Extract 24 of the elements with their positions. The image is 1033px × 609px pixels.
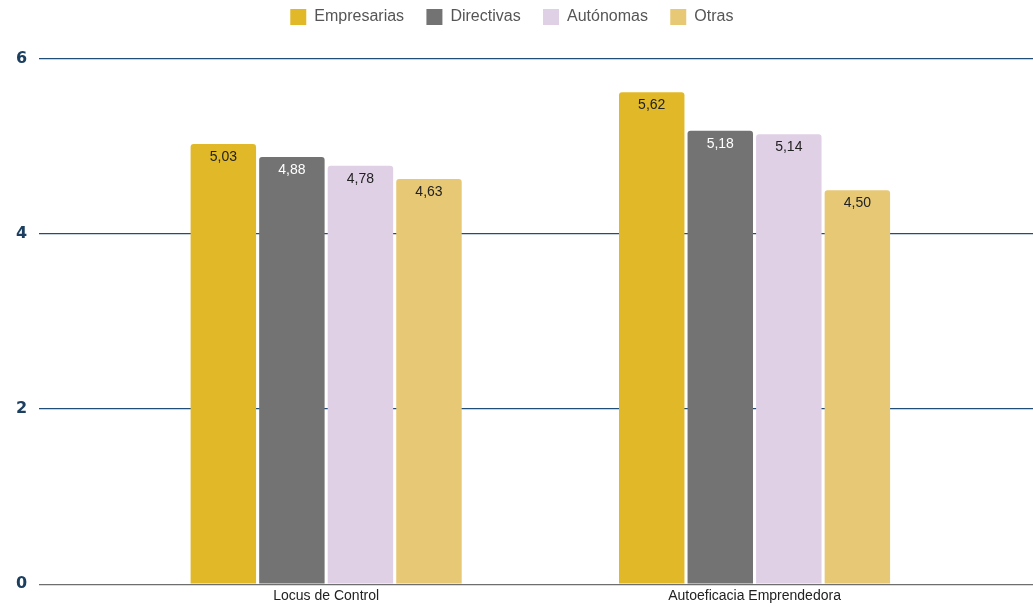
- data-label: 5,18: [706, 134, 735, 151]
- bar: [756, 134, 822, 584]
- bar: [396, 178, 462, 584]
- data-label: 5,14: [775, 138, 803, 155]
- y-tick-label: 6: [15, 48, 28, 68]
- bar: [824, 190, 891, 584]
- legend-label: Otras: [694, 7, 747, 25]
- bar: [190, 143, 257, 584]
- x-tick-label: Autoeficacia Emprendedora: [668, 587, 842, 604]
- legend-label: Directivas: [450, 7, 534, 25]
- data-label: 5,62: [638, 96, 666, 113]
- data-label: 4,63: [415, 182, 443, 199]
- data-label: 4,50: [843, 194, 872, 211]
- bar: [327, 165, 394, 584]
- y-tick-label: 2: [15, 398, 28, 418]
- data-label: 4,88: [278, 160, 306, 177]
- x-tick-label: Locus de Control: [273, 587, 380, 604]
- y-tick-label: 0: [15, 573, 28, 593]
- data-label: 5,03: [209, 147, 238, 164]
- legend-label: Autónomas: [566, 7, 662, 25]
- bar: [619, 92, 685, 584]
- legend-label: Empresarias: [314, 7, 418, 25]
- data-label: 4,78: [346, 169, 375, 186]
- y-tick-label: 4: [15, 223, 28, 243]
